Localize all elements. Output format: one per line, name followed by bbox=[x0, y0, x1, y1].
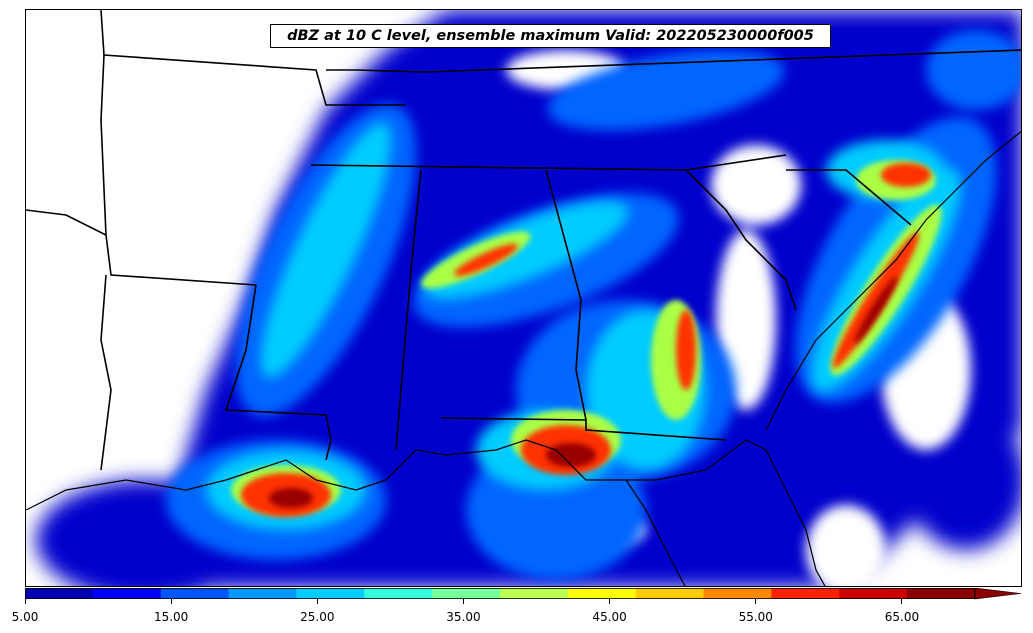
colorbar-segment bbox=[500, 588, 569, 599]
colorbar-segment bbox=[228, 588, 297, 599]
reflectivity-map-canvas bbox=[26, 10, 1021, 586]
colorbar-tick bbox=[24, 599, 26, 604]
colorbar-tick bbox=[755, 599, 757, 604]
colorbar-segment bbox=[92, 588, 162, 599]
colorbar-segment bbox=[567, 588, 637, 599]
colorbar-segment bbox=[432, 588, 501, 599]
colorbar-segment bbox=[25, 588, 94, 599]
colorbar-tick-label: 55.00 bbox=[738, 610, 773, 624]
colorbar-tick bbox=[462, 599, 464, 604]
colorbar-border bbox=[25, 588, 975, 599]
colorbar-tick-label: 65.00 bbox=[884, 610, 920, 624]
colorbar bbox=[25, 588, 1022, 600]
colorbar-tick-label: 45.00 bbox=[592, 610, 627, 624]
colorbar-segment bbox=[296, 588, 365, 599]
colorbar-segment bbox=[907, 588, 976, 599]
colorbar-segment bbox=[839, 588, 908, 599]
colorbar-tick-label: 25.00 bbox=[300, 610, 335, 624]
reflectivity-field bbox=[36, 10, 1021, 586]
colorbar-tick-label: 5.00 bbox=[11, 610, 39, 624]
colorbar-segment bbox=[160, 588, 230, 599]
colorbar-segment bbox=[771, 588, 840, 599]
colorbar-extend-arrow bbox=[974, 588, 1022, 600]
colorbar-tick-label: 15.00 bbox=[153, 610, 189, 624]
colorbar-tick bbox=[901, 599, 903, 604]
colorbar-segment bbox=[703, 588, 772, 599]
map-title: dBZ at 10 C level, ensemble maximum Vali… bbox=[270, 24, 831, 48]
colorbar-tick bbox=[170, 599, 172, 604]
colorbar-segment bbox=[364, 588, 433, 599]
colorbar-tick bbox=[609, 599, 611, 604]
colorbar-tick bbox=[316, 599, 318, 604]
colorbar-tick-label: 35.00 bbox=[446, 610, 481, 624]
colorbar-segment bbox=[635, 588, 705, 599]
coastline bbox=[26, 130, 1021, 586]
radar-map: dBZ at 10 C level, ensemble maximum Vali… bbox=[25, 9, 1022, 587]
state-boundaries bbox=[26, 10, 1021, 471]
